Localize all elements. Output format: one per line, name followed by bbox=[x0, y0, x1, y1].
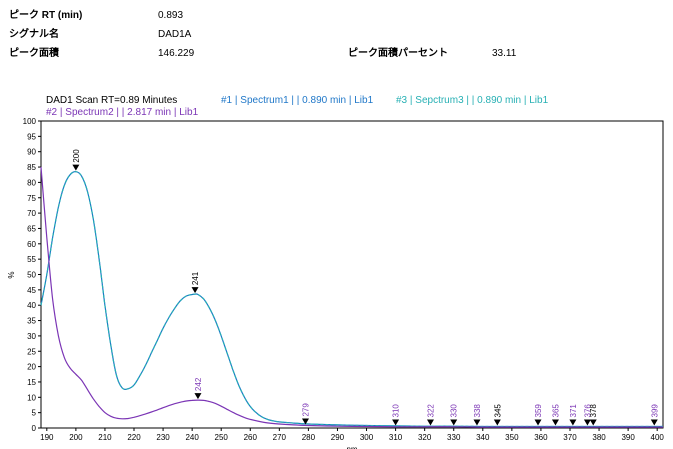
x-tick-label: 280 bbox=[302, 433, 316, 442]
peak-label-359: 359 bbox=[534, 404, 543, 418]
peak-label-241: 241 bbox=[191, 271, 200, 285]
plot-frame bbox=[40, 120, 664, 429]
peak-marker-371 bbox=[569, 419, 577, 426]
peak-marker-242 bbox=[194, 393, 202, 400]
x-tick-label: 350 bbox=[505, 433, 519, 442]
x-tick-label: 230 bbox=[156, 433, 170, 442]
x-tick-label: 260 bbox=[244, 433, 258, 442]
peak-label-279: 279 bbox=[301, 403, 310, 417]
y-tick-label: 10 bbox=[27, 393, 36, 402]
x-tick-label: 340 bbox=[476, 433, 490, 442]
x-tick-label: 270 bbox=[273, 433, 287, 442]
y-tick-label: 15 bbox=[27, 378, 36, 387]
peak-label-345: 345 bbox=[493, 404, 502, 418]
peak-area-label: ピーク面積 bbox=[9, 48, 59, 59]
x-tick-label: 300 bbox=[360, 433, 374, 442]
y-tick-label: 45 bbox=[27, 286, 36, 295]
y-tick-label: 95 bbox=[27, 132, 36, 141]
peak-label-310: 310 bbox=[392, 404, 401, 418]
y-tick-label: 5 bbox=[32, 409, 37, 418]
y-tick-label: 70 bbox=[27, 209, 36, 218]
spectrum1-line bbox=[40, 171, 663, 428]
peak-area-value: 146.229 bbox=[158, 48, 195, 59]
y-tick-label: 50 bbox=[27, 271, 36, 280]
x-tick-label: 310 bbox=[389, 433, 403, 442]
spectrum2-line bbox=[40, 167, 663, 428]
peak-marker-310 bbox=[392, 419, 400, 426]
x-tick-label: 360 bbox=[534, 433, 548, 442]
x-tick-label: 400 bbox=[651, 433, 665, 442]
peak-rt-label: ピーク RT (min) bbox=[9, 10, 83, 21]
signal-name-label: シグナル名 bbox=[9, 29, 59, 40]
peak-label-200: 200 bbox=[72, 149, 81, 163]
x-tick-label: 370 bbox=[563, 433, 577, 442]
peak-marker-378 bbox=[589, 419, 597, 426]
x-tick-label: 330 bbox=[447, 433, 461, 442]
x-tick-label: 240 bbox=[185, 433, 199, 442]
peak-area-percent-label: ピーク面積パーセント bbox=[348, 48, 448, 59]
y-tick-label: 35 bbox=[27, 317, 36, 326]
x-tick-label: 210 bbox=[98, 433, 112, 442]
peak-label-371: 371 bbox=[569, 404, 578, 418]
peak-marker-338 bbox=[473, 419, 481, 426]
y-tick-label: 75 bbox=[27, 194, 36, 203]
peak-label-330: 330 bbox=[450, 404, 459, 418]
x-tick-label: 200 bbox=[69, 433, 83, 442]
y-tick-label: 55 bbox=[27, 255, 36, 264]
x-tick-label: 250 bbox=[215, 433, 229, 442]
y-tick-label: 90 bbox=[27, 148, 36, 157]
legend-entry-spectrum2: #2 | Spectrum2 | | 2.817 min | Lib1 bbox=[46, 107, 199, 118]
peak-marker-322 bbox=[426, 419, 434, 426]
y-tick-label: 20 bbox=[27, 363, 36, 372]
peak-label-242: 242 bbox=[194, 377, 203, 391]
y-tick-label: 0 bbox=[32, 424, 37, 433]
peak-marker-399 bbox=[650, 419, 658, 426]
peak-rt-value: 0.893 bbox=[158, 10, 184, 21]
peak-marker-241 bbox=[191, 287, 199, 294]
y-tick-label: 80 bbox=[27, 178, 36, 187]
peak-marker-330 bbox=[450, 419, 458, 426]
y-axis-label: % bbox=[7, 271, 16, 278]
x-tick-label: 380 bbox=[592, 433, 606, 442]
x-tick-label: 220 bbox=[127, 433, 141, 442]
y-tick-label: 100 bbox=[23, 117, 37, 126]
peak-marker-200 bbox=[72, 164, 80, 171]
peak-label-399: 399 bbox=[650, 404, 659, 418]
y-tick-label: 25 bbox=[27, 347, 36, 356]
signal-name-value: DAD1A bbox=[158, 29, 192, 40]
x-tick-label: 320 bbox=[418, 433, 432, 442]
peak-marker-365 bbox=[551, 419, 559, 426]
peak-marker-345 bbox=[493, 419, 501, 426]
chart-title: DAD1 Scan RT=0.89 Minutes bbox=[46, 95, 177, 106]
y-tick-label: 85 bbox=[27, 163, 36, 172]
legend-entry-spectrum3: #3 | Sepctrum3 | | 0.890 min | Lib1 bbox=[396, 95, 549, 106]
spectrum3-line bbox=[40, 171, 663, 428]
peak-label-365: 365 bbox=[551, 404, 560, 418]
x-tick-label: 190 bbox=[40, 433, 54, 442]
y-tick-label: 40 bbox=[27, 301, 36, 310]
peak-marker-359 bbox=[534, 419, 542, 426]
peak-area-percent-value: 33.11 bbox=[492, 48, 517, 59]
peak-label-338: 338 bbox=[473, 404, 482, 418]
x-tick-label: 390 bbox=[621, 433, 635, 442]
y-tick-label: 65 bbox=[27, 224, 36, 233]
peak-marker-279 bbox=[301, 418, 309, 425]
peak-label-378: 378 bbox=[589, 404, 598, 418]
y-tick-label: 30 bbox=[27, 332, 36, 341]
peak-label-376: 376 bbox=[583, 404, 592, 418]
peak-label-322: 322 bbox=[426, 404, 435, 418]
x-axis-label: nm bbox=[346, 445, 357, 449]
legend-entry-spectrum1: #1 | Spectrum1 | | 0.890 min | Lib1 bbox=[221, 95, 374, 106]
peak-marker-376 bbox=[583, 419, 591, 426]
x-tick-label: 290 bbox=[331, 433, 345, 442]
y-tick-label: 60 bbox=[27, 240, 36, 249]
